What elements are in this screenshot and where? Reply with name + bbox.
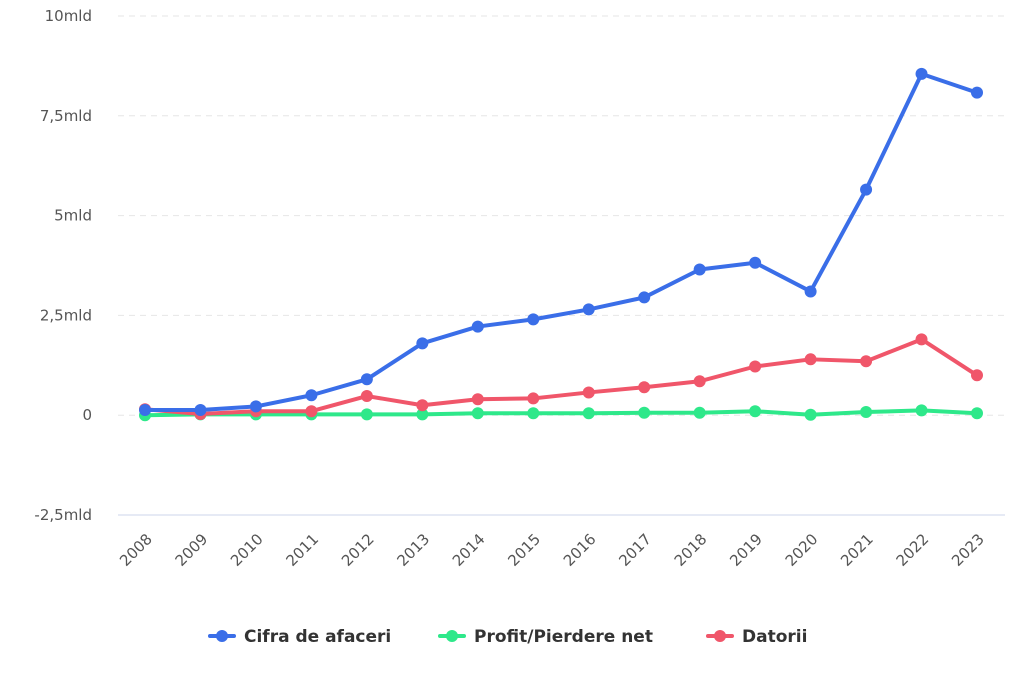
data-point xyxy=(471,320,484,333)
data-point xyxy=(582,303,595,316)
y-tick-label: 0 xyxy=(82,406,92,424)
data-point xyxy=(915,404,928,417)
series-line xyxy=(143,408,979,418)
y-tick-label: 5mld xyxy=(54,207,92,225)
data-point xyxy=(416,399,429,412)
legend-marker-icon xyxy=(216,630,228,642)
data-point xyxy=(582,407,595,420)
data-point xyxy=(527,407,540,420)
data-point xyxy=(416,408,429,421)
data-point xyxy=(971,369,983,382)
data-point xyxy=(527,392,540,405)
legend-item[interactable]: Profit/Pierdere net xyxy=(438,627,653,647)
series-cifra-de-afaceri xyxy=(139,67,983,417)
legend-marker-icon xyxy=(714,630,726,642)
data-point xyxy=(860,355,873,368)
data-point xyxy=(749,405,762,418)
x-tick-label: 2021 xyxy=(837,530,877,570)
x-tick-label: 2011 xyxy=(282,530,322,570)
series-group xyxy=(139,67,983,422)
data-point xyxy=(305,389,318,402)
series-line xyxy=(143,71,979,413)
grid xyxy=(118,15,1005,516)
x-tick-label: 2022 xyxy=(893,530,933,570)
data-point xyxy=(860,406,873,419)
data-point xyxy=(971,407,983,420)
data-point xyxy=(693,375,706,388)
data-point xyxy=(416,337,429,350)
x-tick-label: 2014 xyxy=(449,530,489,570)
data-point xyxy=(804,408,817,421)
data-point xyxy=(638,406,651,419)
y-tick-label: -2,5mld xyxy=(34,506,92,524)
y-axis: 10mld 7,5mld 5mld 2,5mld 0 -2,5mld xyxy=(34,7,92,524)
data-point xyxy=(582,386,595,399)
data-point xyxy=(194,404,207,417)
legend-item[interactable]: Datorii xyxy=(706,627,807,647)
x-tick-label: 2016 xyxy=(560,530,600,570)
x-tick-label: 2010 xyxy=(227,530,267,570)
data-point xyxy=(638,291,651,304)
x-tick-label: 2019 xyxy=(726,530,766,570)
data-point xyxy=(860,183,873,196)
data-point xyxy=(749,256,762,269)
x-tick-label: 2023 xyxy=(948,530,988,570)
x-axis: 2008 2009 2010 2011 2012 2013 2014 2015 2016 2017… xyxy=(116,530,988,570)
x-tick-label: 2015 xyxy=(504,530,544,570)
data-point xyxy=(971,86,983,99)
legend-label: Datorii xyxy=(742,627,807,647)
series-line xyxy=(143,337,979,417)
y-tick-label: 2,5mld xyxy=(40,306,92,324)
x-tick-label: 2012 xyxy=(338,530,378,570)
data-point xyxy=(471,407,484,420)
x-tick-label: 2020 xyxy=(782,530,822,570)
data-point xyxy=(804,285,817,298)
data-point xyxy=(471,393,484,406)
data-point xyxy=(360,408,373,421)
data-point xyxy=(693,406,706,419)
data-point xyxy=(360,373,373,386)
data-point xyxy=(360,390,373,403)
data-point xyxy=(305,405,318,418)
data-point xyxy=(749,360,762,373)
legend-label: Cifra de afaceri xyxy=(244,627,391,647)
legend-label: Profit/Pierdere net xyxy=(474,627,653,647)
data-point xyxy=(915,67,928,80)
data-point xyxy=(638,381,651,394)
legend-item[interactable]: Cifra de afaceri xyxy=(208,627,391,647)
x-tick-label: 2008 xyxy=(116,530,156,570)
data-point xyxy=(527,313,540,326)
data-point xyxy=(693,263,706,276)
x-tick-label: 2013 xyxy=(393,530,433,570)
data-point xyxy=(804,353,817,366)
y-tick-label: 7,5mld xyxy=(40,107,92,125)
x-tick-label: 2009 xyxy=(172,530,212,570)
legend-marker-icon xyxy=(446,630,458,642)
y-tick-label: 10mld xyxy=(45,7,92,25)
data-point xyxy=(139,404,151,417)
data-point xyxy=(249,400,262,413)
data-point xyxy=(915,333,928,346)
x-tick-label: 2017 xyxy=(615,530,655,570)
series-datorii xyxy=(139,333,983,421)
x-tick-label: 2018 xyxy=(671,530,711,570)
legend: Cifra de afaceri Profit/Pierdere net Dator… xyxy=(208,627,807,647)
